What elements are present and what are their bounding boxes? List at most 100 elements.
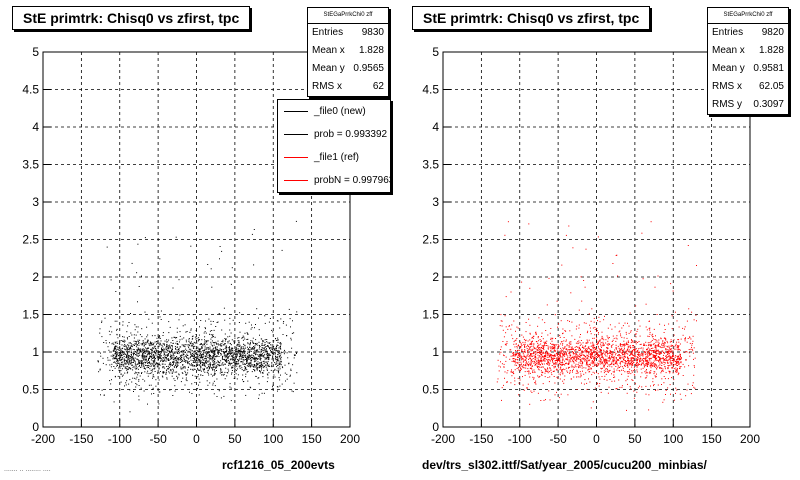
- data-point: [569, 372, 571, 374]
- data-point: [652, 336, 654, 337]
- data-point: [148, 318, 150, 320]
- data-point: [530, 361, 532, 363]
- data-point: [542, 372, 544, 374]
- data-point: [244, 332, 246, 334]
- data-point: [216, 343, 218, 345]
- data-point: [251, 233, 253, 235]
- data-point: [666, 359, 668, 361]
- data-point: [288, 351, 290, 353]
- data-point: [511, 360, 513, 362]
- data-point: [631, 371, 633, 373]
- data-point: [114, 367, 116, 369]
- data-point: [233, 359, 235, 361]
- data-point: [123, 353, 125, 355]
- data-point: [661, 384, 662, 385]
- data-point: [174, 366, 176, 368]
- data-point: [224, 319, 226, 321]
- data-point: [611, 361, 613, 363]
- data-point: [609, 355, 611, 357]
- data-point: [185, 339, 187, 341]
- data-point: [246, 357, 248, 359]
- data-point: [246, 362, 247, 364]
- data-point: [256, 342, 258, 344]
- data-point: [645, 364, 647, 365]
- data-point: [635, 341, 637, 343]
- data-point: [137, 363, 139, 365]
- data-point: [622, 351, 624, 353]
- data-point: [589, 327, 591, 329]
- data-point: [179, 314, 181, 316]
- data-point: [262, 341, 264, 343]
- data-point: [157, 340, 159, 342]
- data-point: [169, 389, 171, 391]
- data-point: [505, 332, 507, 334]
- data-point: [547, 334, 549, 336]
- data-point: [272, 384, 274, 386]
- data-point: [186, 331, 188, 332]
- data-point: [199, 359, 201, 361]
- data-point: [264, 358, 266, 360]
- data-point: [242, 335, 244, 337]
- data-point: [215, 346, 217, 348]
- data-point: [503, 363, 505, 365]
- data-point: [154, 371, 156, 372]
- data-point: [210, 338, 212, 340]
- data-point: [659, 323, 661, 325]
- data-point: [524, 347, 526, 348]
- data-point: [234, 337, 236, 339]
- data-point: [550, 346, 552, 348]
- data-point: [552, 371, 554, 372]
- data-point: [612, 354, 614, 356]
- data-point: [223, 344, 225, 346]
- data-point: [138, 380, 140, 382]
- data-point: [521, 281, 523, 283]
- data-point: [588, 378, 589, 380]
- data-point: [141, 360, 143, 362]
- data-point: [632, 347, 634, 349]
- data-point: [654, 355, 656, 357]
- data-point: [246, 371, 248, 373]
- data-point: [191, 338, 193, 340]
- data-point: [672, 353, 674, 355]
- data-point: [679, 343, 681, 345]
- data-point: [646, 349, 648, 351]
- data-point: [250, 360, 252, 362]
- data-point: [280, 356, 282, 358]
- data-point: [247, 380, 249, 382]
- data-point: [671, 357, 672, 359]
- data-point: [675, 364, 677, 366]
- data-point: [530, 348, 532, 350]
- data-point: [113, 348, 115, 350]
- data-point: [501, 399, 502, 401]
- data-point: [145, 343, 147, 345]
- data-point: [565, 339, 567, 341]
- data-point: [277, 359, 279, 361]
- data-point: [188, 361, 190, 362]
- data-point: [604, 368, 606, 370]
- data-point: [210, 358, 212, 360]
- data-point: [651, 340, 653, 341]
- data-point: [193, 368, 195, 370]
- data-point: [633, 361, 635, 363]
- data-point: [611, 380, 613, 382]
- data-point: [172, 364, 174, 365]
- data-point: [529, 343, 531, 345]
- data-point: [609, 356, 610, 358]
- data-point: [224, 343, 225, 345]
- data-point: [161, 375, 163, 377]
- data-point: [176, 353, 178, 354]
- data-point: [280, 353, 282, 355]
- data-point: [154, 365, 156, 367]
- data-point: [611, 366, 613, 368]
- data-point: [213, 329, 215, 331]
- data-point: [166, 349, 168, 351]
- data-point: [649, 331, 651, 333]
- data-point: [251, 324, 252, 326]
- data-point: [558, 359, 560, 360]
- data-point: [580, 340, 582, 341]
- data-point: [243, 350, 245, 352]
- data-point: [248, 321, 250, 323]
- data-point: [248, 352, 250, 354]
- data-point: [211, 330, 213, 331]
- data-point: [249, 365, 251, 366]
